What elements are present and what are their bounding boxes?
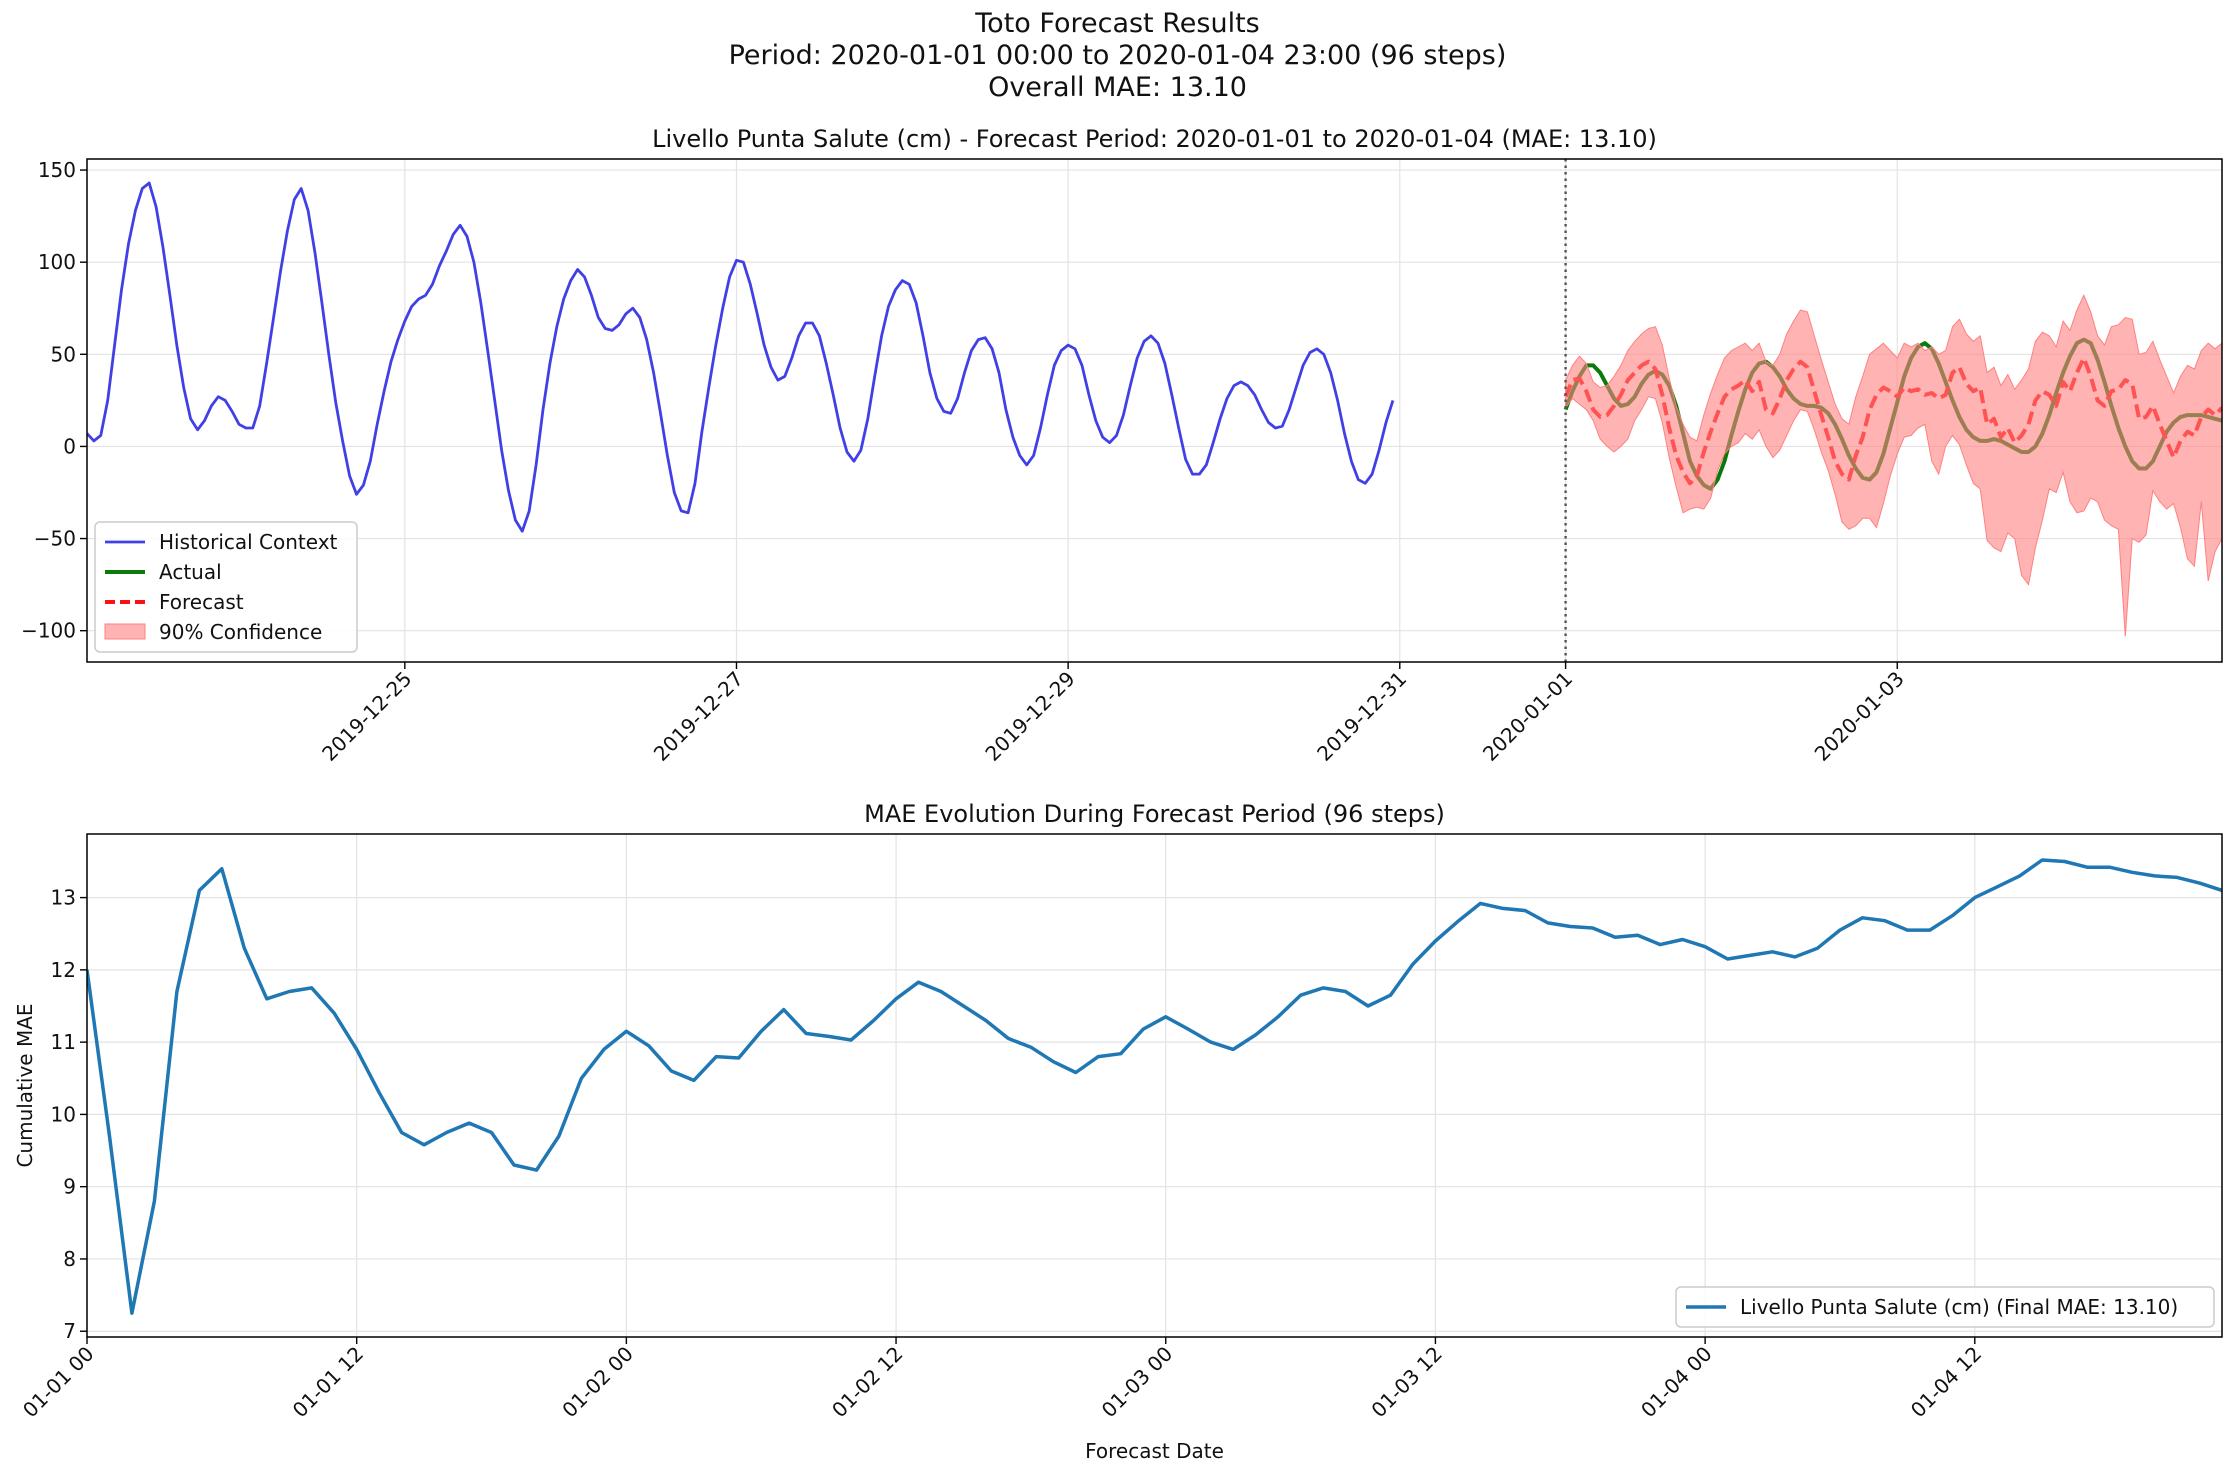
x-tick-label: 01-04 00 bbox=[1636, 1342, 1717, 1423]
x-tick-label: 01-04 12 bbox=[1906, 1342, 1987, 1423]
y-tick-label: 11 bbox=[51, 1030, 76, 1054]
x-tick-label: 2019-12-29 bbox=[981, 667, 1080, 766]
y-tick-label: 10 bbox=[51, 1102, 76, 1126]
x-tick-label: 2019-12-31 bbox=[1312, 667, 1411, 766]
forecast-panel: 150 100 50 0 −50 −100 2019-12-25 2019-12-27 2019… bbox=[21, 125, 2223, 766]
y-tick-label: −50 bbox=[34, 527, 76, 551]
figure-title-line-3: Overall MAE: 13.10 bbox=[988, 72, 1247, 103]
x-tick-label: 01-01 00 bbox=[18, 1342, 99, 1423]
legend-label: Historical Context bbox=[159, 530, 338, 554]
panel-title: Livello Punta Salute (cm) - Forecast Per… bbox=[652, 125, 1657, 153]
y-axis-label: Cumulative MAE bbox=[13, 1003, 37, 1167]
legend-label: Livello Punta Salute (cm) (Final MAE: 13… bbox=[1740, 1295, 2178, 1319]
legend-label: Actual bbox=[159, 560, 222, 584]
y-tick-label: 100 bbox=[38, 250, 76, 274]
x-tick-label: 2020-01-03 bbox=[1810, 667, 1909, 766]
y-tick-label: −100 bbox=[21, 619, 76, 643]
legend-swatch-confidence bbox=[104, 623, 146, 640]
figure-title-line-2: Period: 2020-01-01 00:00 to 2020-01-04 2… bbox=[728, 40, 1507, 71]
figure-title: Toto Forecast Results Period: 2020-01-01… bbox=[0, 8, 2235, 104]
legend-label: 90% Confidence bbox=[159, 620, 322, 644]
y-tick-label: 50 bbox=[51, 342, 76, 366]
axes-frame bbox=[86, 158, 2223, 663]
x-tick-label: 01-03 12 bbox=[1366, 1342, 1447, 1423]
plot-area bbox=[87, 858, 2222, 1315]
y-tick-label: 9 bbox=[63, 1175, 76, 1199]
x-axis-label: Forecast Date bbox=[1085, 1439, 1224, 1463]
panel-title: MAE Evolution During Forecast Period (96… bbox=[864, 800, 1445, 828]
mae-panel: 13 12 11 10 9 8 701-01 00 01-01 12 01-02 00 01-02… bbox=[13, 800, 2223, 1463]
x-tick-label: 2020-01-01 bbox=[1478, 667, 1577, 766]
x-tick-label: 01-02 12 bbox=[827, 1342, 908, 1423]
y-tick-label: 8 bbox=[63, 1247, 76, 1271]
figure-title-line-1: Toto Forecast Results bbox=[975, 8, 1260, 39]
mae-line bbox=[87, 858, 2222, 1315]
x-tick-label: 01-03 00 bbox=[1097, 1342, 1178, 1423]
y-tick-label: 12 bbox=[51, 958, 76, 982]
historical-line bbox=[87, 181, 1395, 533]
x-tick-label: 2019-12-27 bbox=[649, 667, 748, 766]
y-tick-label: 13 bbox=[51, 886, 76, 910]
axes-frame bbox=[86, 833, 2223, 1338]
legend-box bbox=[94, 521, 358, 653]
x-tick-label: 2019-12-25 bbox=[317, 667, 416, 766]
y-tick-label: 7 bbox=[63, 1319, 76, 1343]
plot-area bbox=[87, 181, 2222, 637]
y-tick-label: 0 bbox=[63, 434, 76, 458]
x-tick-label: 01-02 00 bbox=[557, 1342, 638, 1423]
legend-label: Forecast bbox=[159, 590, 244, 614]
confidence-band bbox=[1565, 294, 2222, 637]
legend-box bbox=[1675, 1286, 2215, 1328]
x-tick-label: 01-01 12 bbox=[288, 1342, 369, 1423]
y-tick-label: 150 bbox=[38, 158, 76, 182]
